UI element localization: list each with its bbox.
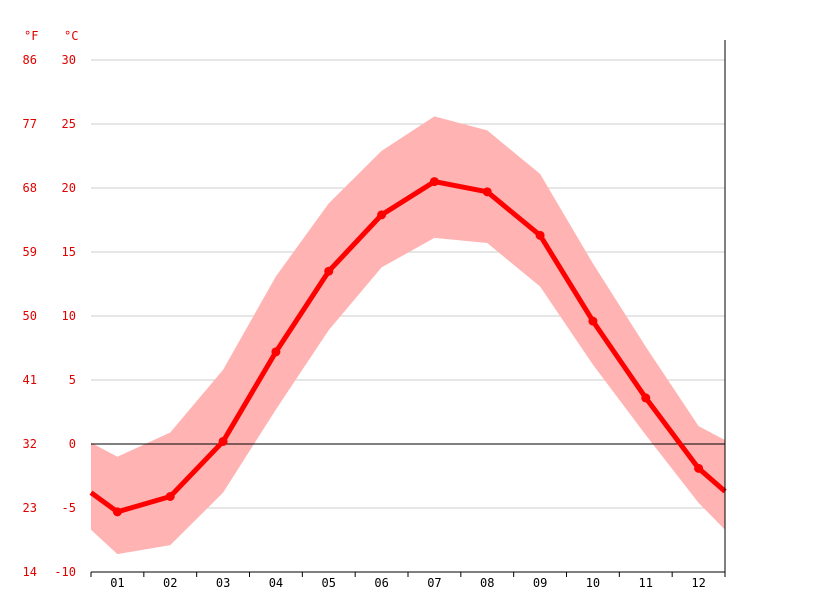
y-tick-c-label: -5 (62, 501, 76, 515)
x-tick-label-07: 07 (427, 576, 441, 590)
y-tick-c-label: 5 (69, 373, 76, 387)
x-tick-label-05: 05 (322, 576, 336, 590)
y-tick-c-label: 0 (69, 437, 76, 451)
x-tick-label-12: 12 (691, 576, 705, 590)
min-max-band (91, 116, 725, 555)
y-tick-c-label: 15 (62, 245, 76, 259)
y-tick-f-label: 32 (23, 437, 37, 451)
celsius-unit-label: °C (64, 29, 78, 43)
y-tick-f-label: 23 (23, 501, 37, 515)
x-tick-label-06: 06 (374, 576, 388, 590)
x-tick-label-03: 03 (216, 576, 230, 590)
x-tick-label-10: 10 (586, 576, 600, 590)
mean-point-02 (165, 491, 175, 501)
x-tick-label-01: 01 (110, 576, 124, 590)
y-tick-c-label: 30 (62, 53, 76, 67)
y-tick-c-label: 20 (62, 181, 76, 195)
y-tick-f-label: 86 (23, 53, 37, 67)
x-tick-label-02: 02 (163, 576, 177, 590)
y-tick-f-label: 59 (23, 245, 37, 259)
x-tick-label-09: 09 (533, 576, 547, 590)
mean-point-04 (271, 347, 281, 357)
mean-point-05 (324, 266, 334, 276)
mean-point-06 (377, 210, 387, 220)
mean-temperature-line (89, 179, 727, 515)
mean-point-11 (641, 393, 651, 403)
line-layer (89, 177, 727, 517)
y-tick-c-label: 10 (62, 309, 76, 323)
y-tick-f-label: 68 (23, 181, 37, 195)
y-tick-f-label: 77 (23, 117, 37, 131)
x-tick-label-11: 11 (639, 576, 653, 590)
mean-point-10 (588, 316, 598, 326)
y-tick-f-label: 41 (23, 373, 37, 387)
y-tick-c-label: 25 (62, 117, 76, 131)
y-tick-f-label: 14 (23, 565, 37, 579)
mean-point-12 (694, 463, 704, 473)
x-tick-label-08: 08 (480, 576, 494, 590)
x-tick-label-04: 04 (269, 576, 283, 590)
band-layer (91, 116, 725, 555)
mean-point-03 (218, 436, 228, 446)
y-tick-c-label: -10 (54, 565, 76, 579)
mean-point-08 (482, 187, 492, 197)
fahrenheit-unit-label: °F (24, 29, 38, 43)
mean-point-01 (112, 507, 122, 517)
y-tick-f-label: 50 (23, 309, 37, 323)
mean-point-07 (429, 177, 439, 187)
mean-point-09 (535, 230, 545, 240)
